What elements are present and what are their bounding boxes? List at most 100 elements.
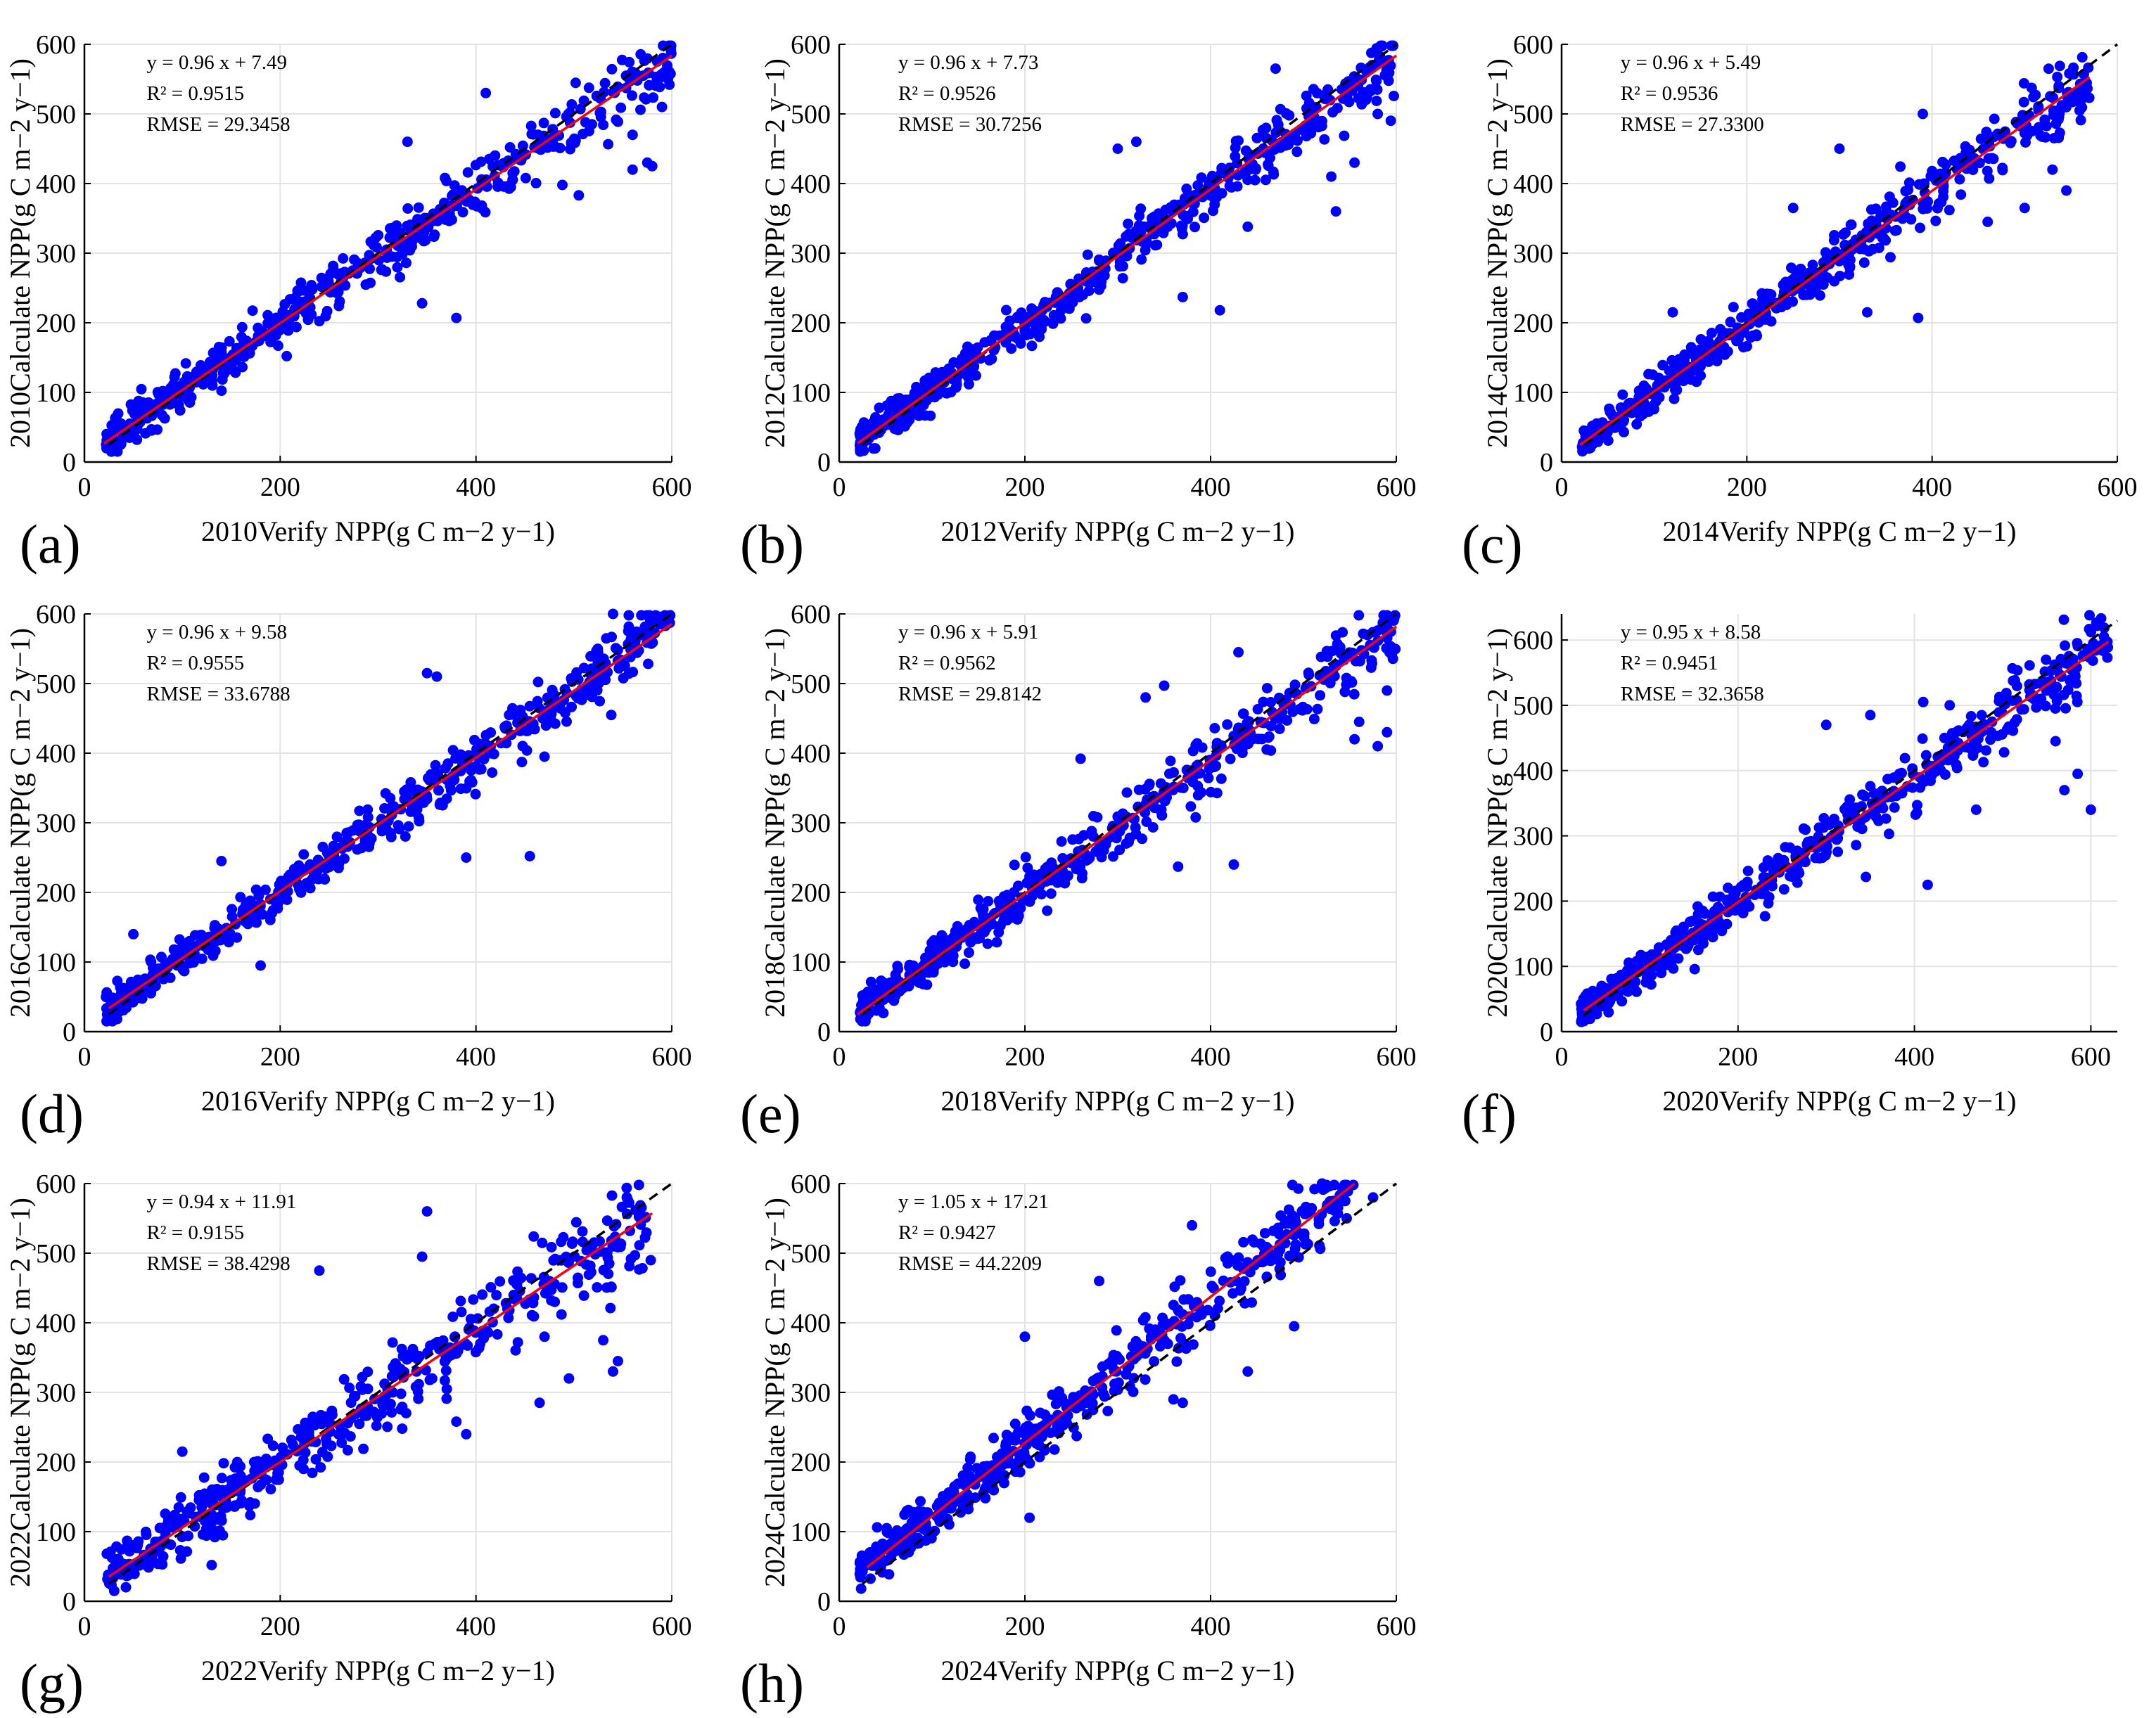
data-point: [1856, 823, 1868, 835]
data-point: [1050, 1399, 1061, 1410]
data-point: [1309, 1184, 1320, 1195]
stats-r2: R² = 0.9562: [898, 652, 996, 674]
data-point: [1976, 710, 1987, 721]
data-point: [1580, 428, 1590, 439]
data-point: [556, 1309, 567, 1320]
data-point: [1308, 713, 1320, 724]
data-point: [484, 153, 495, 165]
data-point: [1619, 426, 1629, 437]
x-tick-label: 400: [456, 473, 496, 502]
data-point: [1881, 201, 1892, 212]
data-point: [429, 229, 440, 241]
stats-rmse: RMSE = 44.2209: [898, 1252, 1042, 1275]
data-point: [929, 935, 940, 946]
data-point: [948, 956, 959, 968]
data-point: [1159, 795, 1171, 807]
data-point: [461, 852, 472, 863]
data-point: [598, 1335, 609, 1346]
data-point: [1951, 726, 1963, 737]
data-point: [1954, 174, 1965, 185]
data-point: [470, 1347, 481, 1358]
data-point: [165, 383, 177, 394]
data-point: [1917, 733, 1928, 744]
data-point: [516, 1272, 527, 1283]
data-point: [354, 1418, 365, 1430]
y-tick-label: 100: [791, 378, 831, 408]
data-point: [1367, 658, 1377, 669]
data-point: [1974, 158, 1985, 169]
data-point: [2088, 638, 2099, 649]
data-point: [1216, 167, 1227, 179]
x-tick-label: 200: [1005, 1042, 1045, 1072]
data-point: [1039, 316, 1050, 328]
data-point: [245, 1510, 256, 1520]
data-point: [2041, 120, 2052, 132]
data-point: [315, 1409, 326, 1421]
data-point: [371, 1421, 382, 1431]
data-point: [578, 129, 589, 140]
data-point: [570, 77, 581, 89]
data-point: [395, 1388, 407, 1399]
identity-line: [1583, 43, 2119, 446]
y-tick-label: 400: [36, 169, 76, 199]
y-tick-label: 200: [791, 309, 831, 338]
data-point: [1180, 211, 1191, 222]
y-axis-label: 2018Calculate NPP(g C m−2 y−1): [759, 628, 791, 1018]
data-point: [634, 1240, 645, 1251]
data-point: [255, 960, 266, 971]
data-point: [2098, 631, 2110, 642]
data-point: [603, 139, 614, 150]
data-point: [1026, 340, 1038, 352]
data-point: [663, 66, 675, 77]
data-point: [2061, 185, 2072, 196]
data-point: [1168, 1394, 1179, 1405]
data-point: [210, 350, 222, 361]
data-point: [328, 840, 339, 852]
data-point: [1152, 239, 1163, 250]
data-point: [1009, 1418, 1021, 1430]
data-point: [2085, 804, 2096, 815]
data-point: [413, 202, 424, 213]
data-point: [598, 120, 609, 131]
data-point: [1780, 842, 1791, 853]
data-point: [385, 223, 395, 234]
data-point: [211, 1484, 222, 1494]
x-tick-label: 600: [1377, 473, 1417, 502]
data-point: [1798, 289, 1809, 300]
data-point: [1814, 290, 1825, 301]
data-point: [1840, 227, 1851, 238]
data-point: [569, 137, 580, 148]
stats-rmse: RMSE = 29.3458: [147, 113, 291, 136]
data-point: [253, 1482, 264, 1493]
data-point: [501, 738, 512, 749]
data-point: [613, 1356, 623, 1366]
data-point: [635, 104, 646, 115]
data-point: [622, 1194, 633, 1205]
data-point: [1056, 836, 1067, 847]
fit-line: [857, 54, 1398, 444]
data-point: [1077, 868, 1087, 879]
data-point: [583, 82, 594, 94]
data-point: [1303, 669, 1315, 681]
data-point: [370, 232, 381, 243]
data-point: [969, 916, 980, 928]
data-point: [480, 87, 492, 98]
data-point: [2018, 96, 2029, 108]
data-point: [421, 1206, 433, 1217]
data-point: [1002, 1458, 1013, 1469]
data-point: [359, 835, 371, 846]
data-point: [627, 90, 637, 101]
data-point: [198, 1472, 210, 1483]
data-point: [1802, 836, 1813, 847]
data-point: [1861, 871, 1872, 883]
panel-a: 0 200 400 600 0 100 200 300 400 500 600 2010Verify …: [4, 30, 692, 575]
data-point: [2084, 610, 2095, 621]
data-point: [983, 896, 994, 906]
data-point: [455, 1295, 466, 1307]
data-point: [469, 734, 480, 745]
x-tick-label: 200: [260, 1612, 300, 1641]
data-point: [962, 1462, 974, 1473]
data-point: [1631, 418, 1642, 430]
y-tick-label: 600: [36, 30, 76, 60]
data-point: [1022, 862, 1033, 873]
